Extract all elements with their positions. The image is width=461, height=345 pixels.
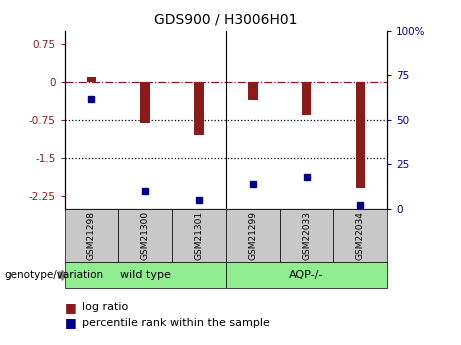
Bar <box>140 82 150 124</box>
Bar <box>87 77 96 82</box>
Bar <box>355 82 365 188</box>
Text: GSM22033: GSM22033 <box>302 211 311 260</box>
Text: ■: ■ <box>65 316 76 329</box>
Text: log ratio: log ratio <box>82 302 128 312</box>
Text: GSM21301: GSM21301 <box>195 211 203 260</box>
Text: AQP-/-: AQP-/- <box>290 270 324 280</box>
Text: GDS900 / H3006H01: GDS900 / H3006H01 <box>154 12 298 26</box>
Text: GSM21299: GSM21299 <box>248 211 257 260</box>
Bar <box>301 82 311 115</box>
Text: GSM22034: GSM22034 <box>356 211 365 260</box>
Text: GSM21300: GSM21300 <box>141 211 150 260</box>
Text: genotype/variation: genotype/variation <box>5 270 104 280</box>
Bar <box>248 82 258 100</box>
Bar <box>194 82 204 135</box>
Text: GSM21298: GSM21298 <box>87 211 96 260</box>
Text: wild type: wild type <box>120 270 171 280</box>
Text: percentile rank within the sample: percentile rank within the sample <box>82 318 270 327</box>
Text: ■: ■ <box>65 300 76 314</box>
